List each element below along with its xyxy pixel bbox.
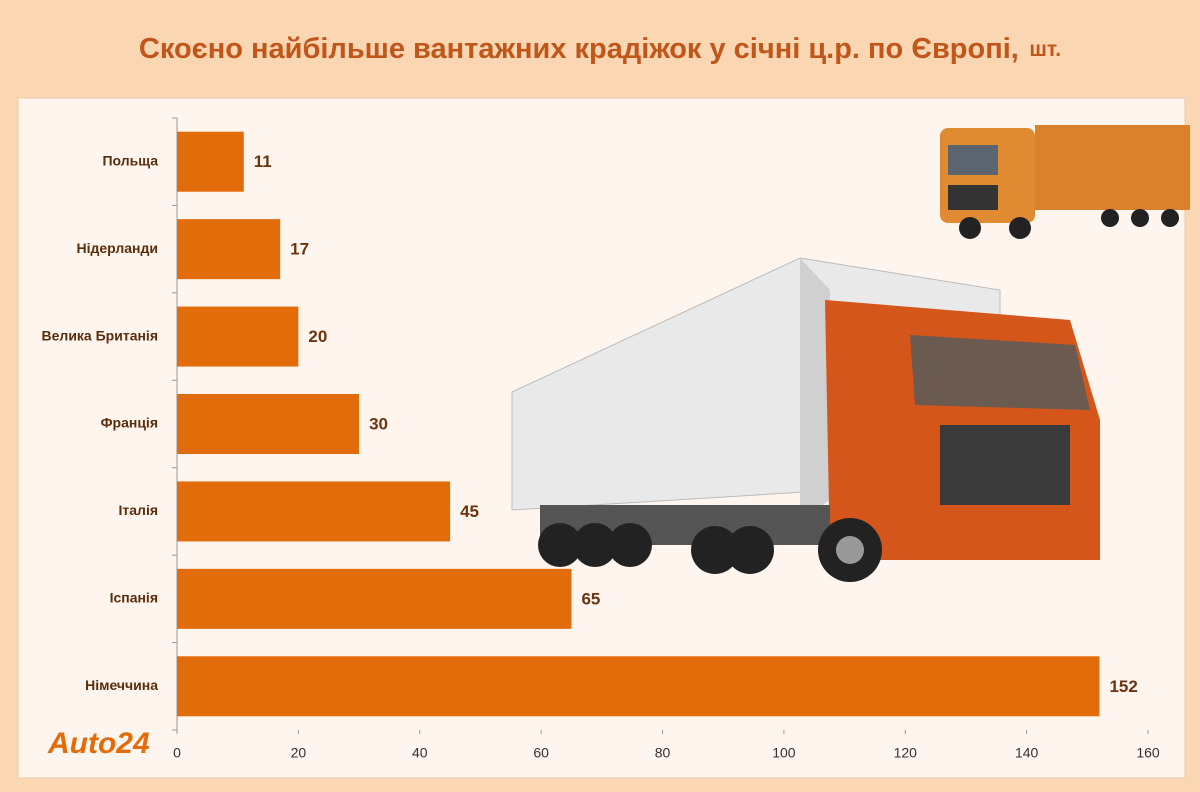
x-tick-label: 160 xyxy=(1136,745,1160,761)
x-tick-label: 120 xyxy=(894,745,918,761)
y-tick-label: Польща xyxy=(102,152,158,168)
x-tick-label: 40 xyxy=(412,745,428,761)
bar xyxy=(177,131,244,192)
bar xyxy=(177,656,1100,717)
value-label: 65 xyxy=(581,589,600,608)
title-unit: шт. xyxy=(1029,38,1061,61)
truck-large xyxy=(511,257,1100,582)
y-tick-label: Велика Британія xyxy=(42,327,158,343)
bar xyxy=(177,219,281,280)
bar xyxy=(177,394,360,454)
x-tick-label: 140 xyxy=(1015,745,1039,761)
y-tick-label: Німеччина xyxy=(85,677,158,693)
bar xyxy=(177,568,572,629)
x-tick-label: 0 xyxy=(173,745,181,761)
value-label: 17 xyxy=(290,240,309,259)
x-tick-label: 20 xyxy=(291,745,307,761)
value-label: 20 xyxy=(308,327,327,346)
bar xyxy=(177,306,299,367)
y-tick-label: Італія xyxy=(119,502,158,518)
y-tick-label: Франція xyxy=(101,415,158,431)
y-tick-label: Нідерланди xyxy=(76,240,158,256)
value-label: 11 xyxy=(254,152,272,171)
truck-small xyxy=(940,125,1190,239)
value-label: 45 xyxy=(460,502,479,521)
x-tick-label: 60 xyxy=(533,745,549,761)
y-tick-label: Іспанія xyxy=(110,590,158,606)
chart-title: Скоєно найбільше вантажних крадіжок у сі… xyxy=(139,33,1061,65)
value-label: 152 xyxy=(1109,677,1137,696)
title-text: Скоєно найбільше вантажних крадіжок у сі… xyxy=(139,33,1019,65)
bar xyxy=(177,481,451,542)
value-label: 30 xyxy=(369,414,388,433)
x-tick-label: 80 xyxy=(655,745,671,761)
x-tick-label: 100 xyxy=(772,745,796,761)
logo: Auto24 xyxy=(47,727,150,760)
